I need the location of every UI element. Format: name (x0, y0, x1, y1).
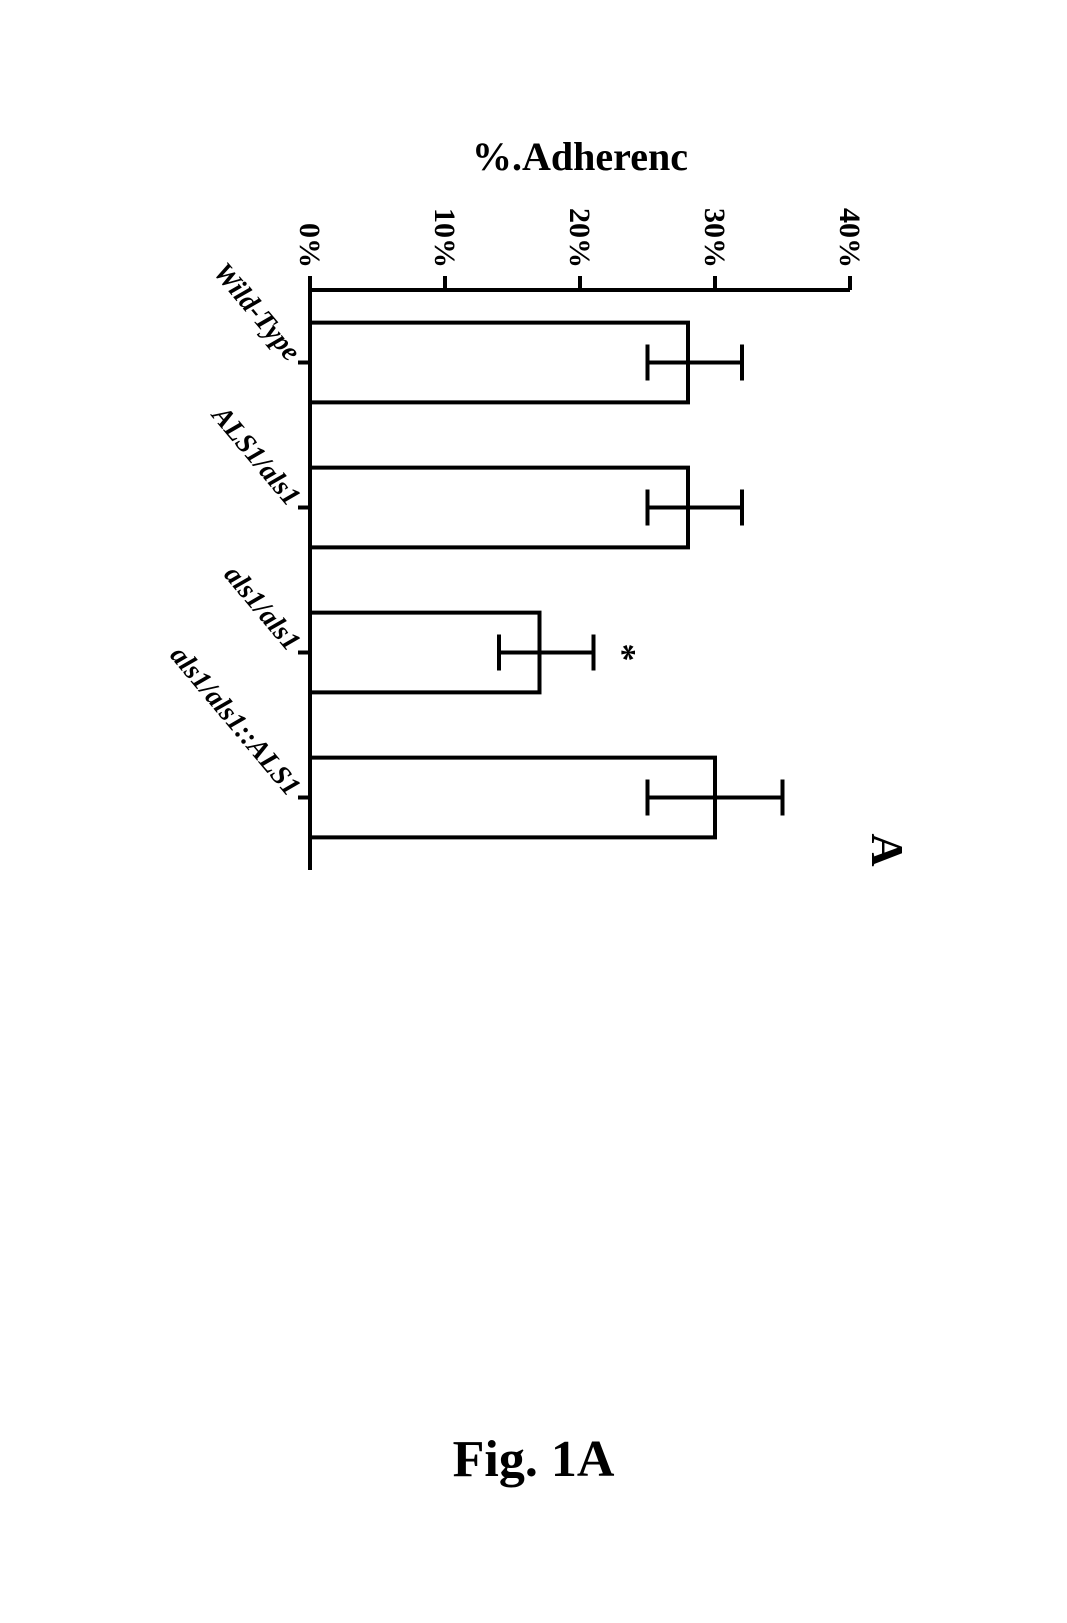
page: %.Adherenc 0% 10% 20% 30% 40% Wild-Type ALS1/al… (0, 0, 1067, 1623)
bar (310, 468, 688, 548)
significance-marker: * (604, 644, 644, 662)
panel-letter: A (862, 833, 913, 866)
x-category-label: ALS1/als1 (204, 399, 306, 512)
adherence-bar-chart: %.Adherenc 0% 10% 20% 30% 40% Wild-Type ALS1/al… (160, 130, 920, 910)
y-tick-label: 40% (833, 208, 866, 268)
x-category-label: Wild-Type (207, 257, 306, 367)
x-category-label: als1/als1 (218, 560, 307, 657)
y-tick-label: 20% (563, 208, 596, 268)
y-tick-label: 30% (698, 208, 731, 268)
chart-container: %.Adherenc 0% 10% 20% 30% 40% Wild-Type ALS1/al… (155, 130, 920, 910)
y-tick-label: 0% (293, 223, 326, 268)
y-axis-label: %.Adherenc (472, 134, 688, 179)
bar (310, 323, 688, 403)
y-tick-label: 10% (428, 208, 461, 268)
x-category-label: als1/als1::ALS1 (164, 640, 307, 802)
figure-caption: Fig. 1A (0, 1430, 1067, 1489)
